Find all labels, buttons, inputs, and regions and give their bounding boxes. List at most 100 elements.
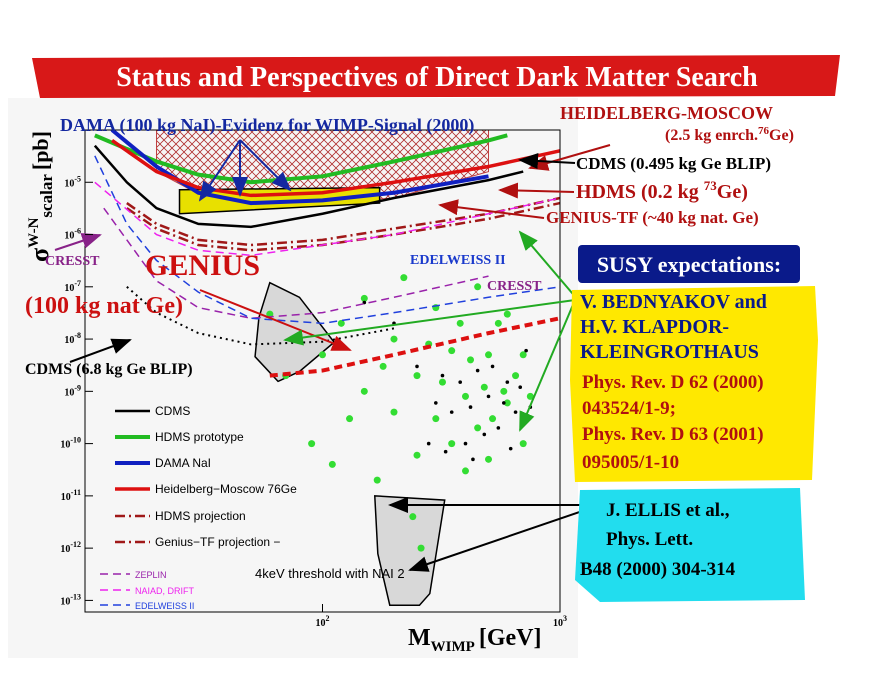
annotation: HDMS (0.2 kg 73Ge) xyxy=(576,178,748,203)
scatter-point xyxy=(502,401,506,405)
susy-line: H.V. KLAPDOR- xyxy=(580,316,729,338)
annotation-sup: 76 xyxy=(758,125,770,137)
susy-line: 043524/1-9; xyxy=(582,398,676,419)
tick-label-base: 10 xyxy=(64,231,74,242)
tick-label: 10-11 xyxy=(61,488,81,503)
tick-label: 10-9 xyxy=(64,383,81,398)
scatter-point xyxy=(319,351,326,359)
tick-label: 10-12 xyxy=(60,540,81,555)
scatter-point xyxy=(456,319,464,327)
tick-label-base: 10 xyxy=(60,596,70,607)
scatter-point xyxy=(379,362,387,370)
tick-label: 102 xyxy=(316,614,330,629)
curve xyxy=(269,316,561,378)
tick-label-base: 10 xyxy=(64,335,74,346)
legend-label: HDMS projection xyxy=(155,509,246,523)
scatter-point xyxy=(485,351,493,359)
tick-label: 103 xyxy=(553,614,567,629)
region xyxy=(373,495,446,606)
annotation-part: Ge) xyxy=(769,127,794,144)
susy-heading-box xyxy=(578,245,800,283)
scatter-point xyxy=(513,410,518,414)
scatter-point xyxy=(360,387,368,395)
annotation: HEIDELBERG-MOSCOW xyxy=(560,103,773,123)
tick-label-base: 10 xyxy=(316,618,326,629)
ellis-lines: J. ELLIS et al., Phys. Lett. B48 (2000) 30… xyxy=(580,500,736,580)
annotation: CDMS (6.8 kg Ge BLIP) xyxy=(25,361,193,378)
ellis-line: J. ELLIS et al., xyxy=(606,500,730,521)
tick-label-sup: 3 xyxy=(563,614,567,623)
ellis-line: B48 (2000) 304-314 xyxy=(580,559,736,580)
annotation-part: (2.5 kg enrch. xyxy=(665,127,758,144)
tick-label-sup: -13 xyxy=(70,592,81,601)
annotation: DAMA (100 kg NaI)-Evidenz for WIMP-Signa… xyxy=(60,115,474,136)
scatter-point xyxy=(482,432,487,437)
annotation: CRESST xyxy=(487,279,542,294)
scatter-point xyxy=(474,283,482,291)
scatter-point xyxy=(512,372,520,380)
annotation-sup: 73 xyxy=(704,178,718,193)
scatter-point xyxy=(409,513,417,521)
tick-label-sup: -9 xyxy=(74,383,81,392)
scatter-point xyxy=(490,364,495,369)
tick-label: 10-5 xyxy=(64,174,81,189)
scatter-point xyxy=(440,373,445,378)
legend-label: Genius−TF projection − xyxy=(155,535,280,549)
scatter-point xyxy=(266,310,274,318)
series-line xyxy=(126,196,561,247)
tick-label-base: 10 xyxy=(64,387,74,398)
tick-label-sup: -10 xyxy=(70,436,81,445)
scatter-point xyxy=(390,335,398,343)
annotation: CDMS (0.495 kg Ge BLIP) xyxy=(576,154,771,173)
scatter-point xyxy=(413,372,421,380)
scatter-point xyxy=(415,364,419,369)
scatter-point xyxy=(474,424,482,432)
scatter-point xyxy=(508,446,513,451)
tick-label-base: 10 xyxy=(61,492,71,503)
scatter-point xyxy=(518,385,523,389)
annotation: CRESST xyxy=(45,254,100,269)
scatter-point xyxy=(463,441,468,446)
x-label-unit: [GeV] xyxy=(479,625,542,651)
x-label-sub: WIMP xyxy=(431,639,475,655)
legend-label: CDMS xyxy=(155,404,190,418)
scatter-point xyxy=(467,356,475,364)
y-label-sup: W-N xyxy=(26,217,42,247)
arrow xyxy=(518,152,576,169)
susy-box xyxy=(570,286,818,482)
arrow xyxy=(69,338,132,363)
scatter-point xyxy=(443,449,448,454)
scatter-point xyxy=(373,476,381,484)
tick-label-sup: -8 xyxy=(74,331,81,340)
tick-label-sup: -5 xyxy=(74,174,81,183)
scatter-point xyxy=(524,348,528,353)
susy-heading: SUSY expectations: xyxy=(597,252,781,277)
scatter-point xyxy=(438,378,446,386)
x-axis-label: MWIMP [GeV] xyxy=(408,625,541,655)
annotation: GENIUS-TF (~40 kg nat. Ge) xyxy=(546,208,759,227)
series-line xyxy=(126,201,561,252)
y-label-main: σ xyxy=(25,248,54,262)
scatter-point xyxy=(480,383,488,391)
tick-label: 10-8 xyxy=(64,331,81,346)
scatter-point xyxy=(486,394,491,399)
scatter-point xyxy=(360,294,368,302)
title: Status and Perspectives of Direct Dark M… xyxy=(116,62,758,93)
tick-label-sup: -6 xyxy=(74,227,81,236)
arrow xyxy=(239,139,292,192)
susy-lines: V. BEDNYAKOV and H.V. KLAPDOR- KLEINGROTHA… xyxy=(580,291,767,473)
scatter-point xyxy=(434,401,438,405)
series-line xyxy=(111,139,561,198)
susy-line: 095005/1-10 xyxy=(582,452,679,473)
x-label-main: M xyxy=(408,625,431,651)
scatter-point xyxy=(485,455,493,463)
tick-label-base: 10 xyxy=(553,618,563,629)
legend-label: DAMA NaI xyxy=(155,456,211,470)
series-line xyxy=(110,128,489,206)
scatter-point xyxy=(400,274,408,282)
annotation: (2.5 kg enrch.76Ge) xyxy=(665,125,794,144)
tick-label: 10-7 xyxy=(64,279,81,294)
scatter-point xyxy=(417,544,425,552)
arrow xyxy=(54,233,102,251)
y-axis-label: σW-Nscalar [pb] xyxy=(25,131,56,262)
